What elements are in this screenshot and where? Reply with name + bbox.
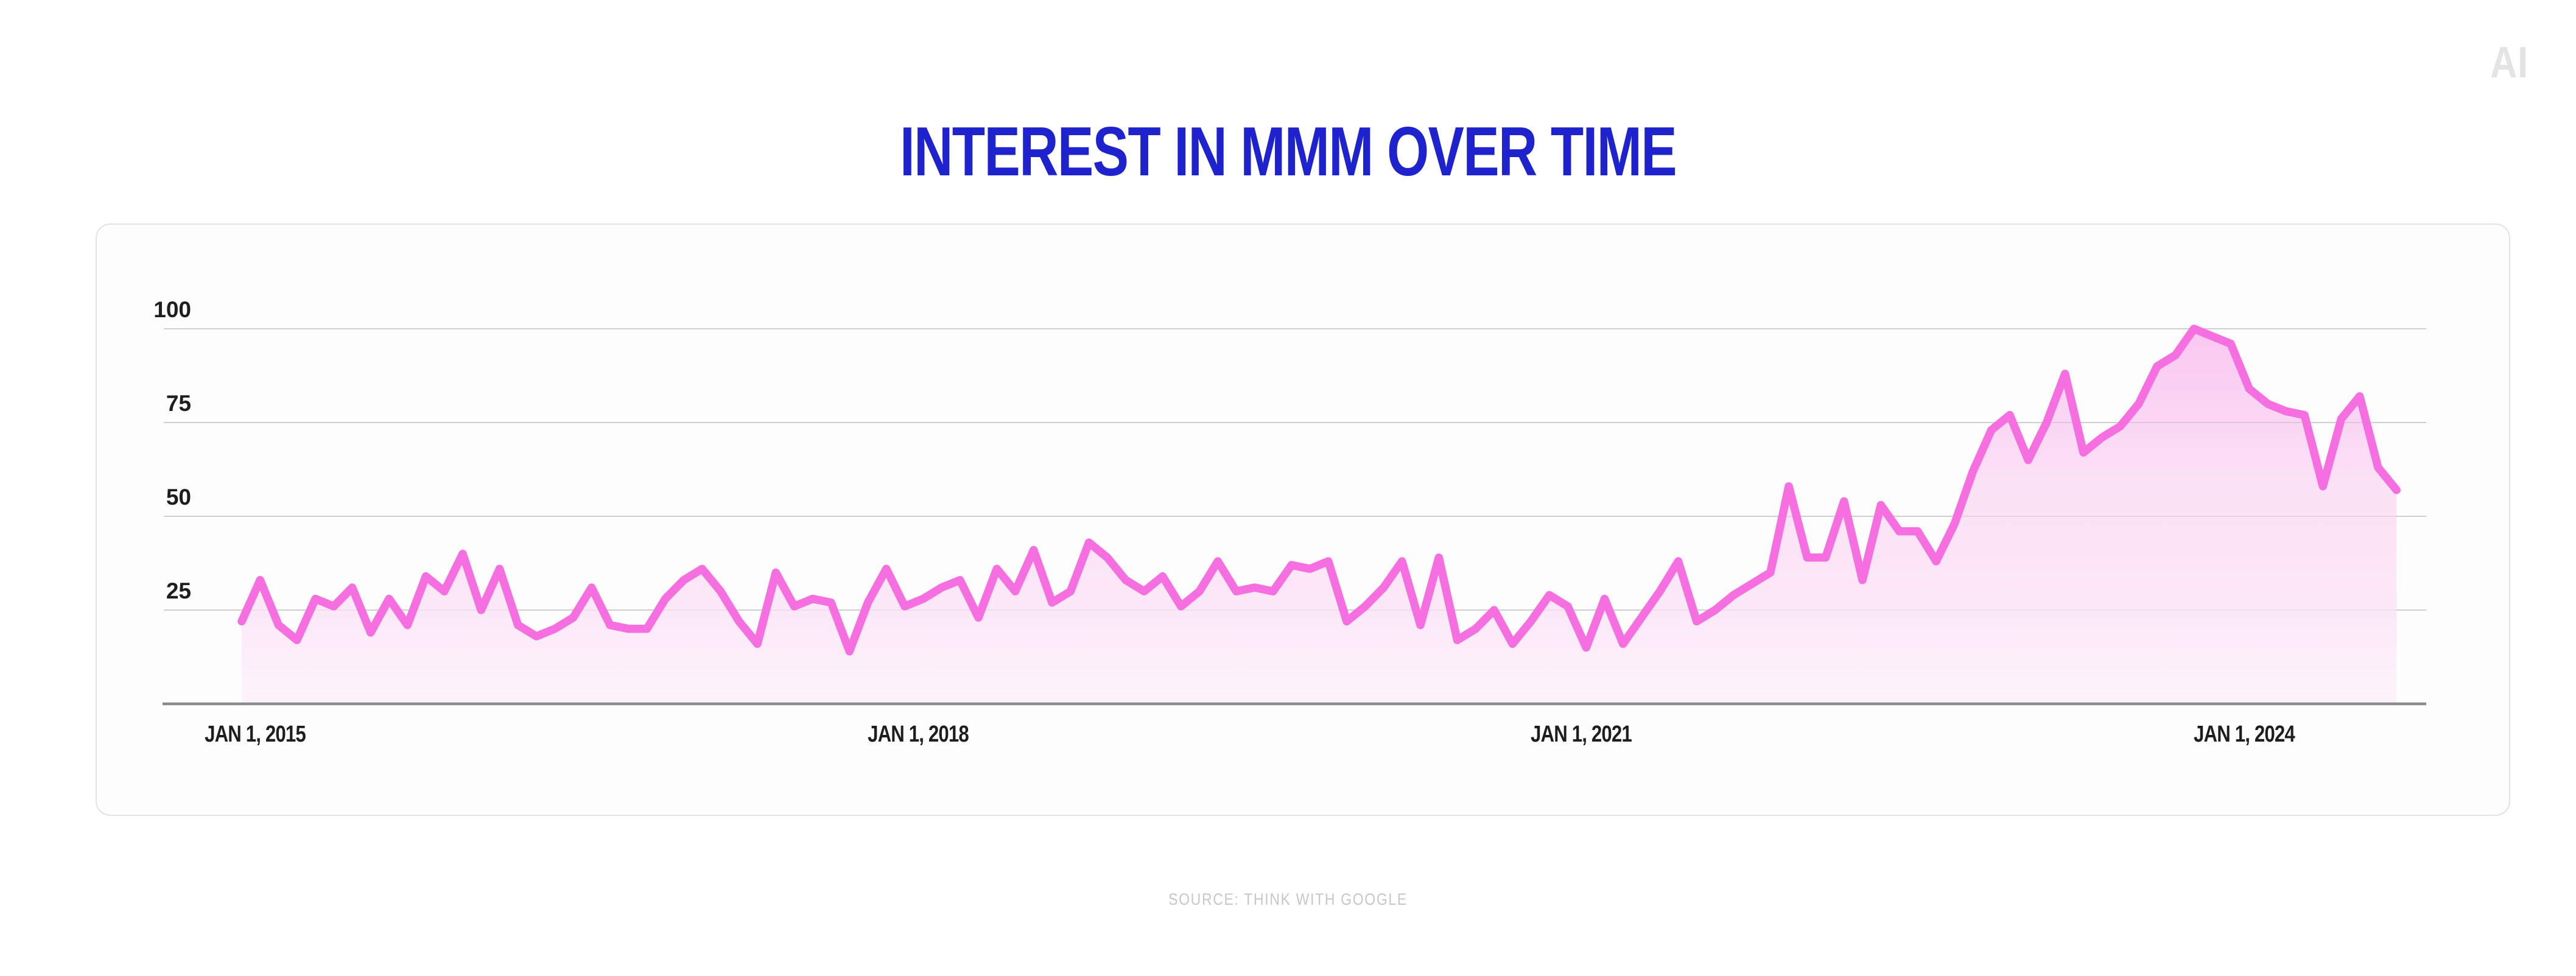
- brand-logo: AI: [2490, 38, 2529, 87]
- x-tick-label-36: JAN 1, 2018: [868, 721, 969, 747]
- source-note: SOURCE: THINK WITH GOOGLE: [1168, 890, 1408, 908]
- trend-line: [237, 325, 2401, 656]
- trend-area: [242, 329, 2397, 704]
- trend-chart: 100 75 50 25 JAN 1, 2015 JAN 1, 2018 JAN 1, 20…: [153, 297, 2426, 747]
- page-title: INTEREST IN MMM OVER TIME: [899, 113, 1677, 191]
- y-tick-label-50: 50: [166, 485, 191, 510]
- y-tick-label-100: 100: [153, 297, 191, 322]
- chart-card: 100 75 50 25 JAN 1, 2015 JAN 1, 2018 JAN 1, 20…: [96, 223, 2510, 816]
- x-tick-label-108: JAN 1, 2024: [2194, 721, 2295, 747]
- x-tick-label-72: JAN 1, 2021: [1531, 721, 1632, 747]
- y-tick-label-25: 25: [166, 578, 191, 603]
- y-tick-label-75: 75: [166, 391, 191, 416]
- x-tick-label-0: JAN 1, 2015: [205, 721, 306, 747]
